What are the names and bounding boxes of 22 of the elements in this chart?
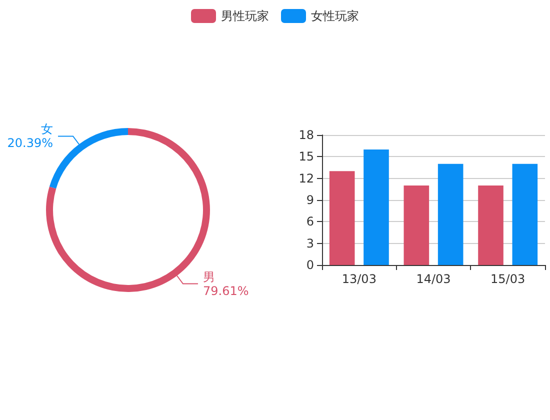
- data-label: 79.61%: [202, 284, 249, 298]
- legend-label: 男性玩家: [221, 9, 269, 23]
- y-tick-label: 12: [298, 171, 314, 186]
- bar: [364, 149, 389, 265]
- bar: [478, 186, 504, 265]
- y-tick-label: 3: [306, 236, 314, 250]
- y-tick-label: 18: [298, 128, 314, 142]
- x-tick-label: 13/03: [342, 272, 376, 286]
- y-tick-label: 6: [306, 214, 314, 229]
- y-tick-label: 9: [306, 193, 314, 207]
- x-tick-label: 15/03: [490, 272, 526, 286]
- y-tick-label: 0: [306, 258, 314, 272]
- bar: [512, 164, 538, 265]
- bar: [329, 171, 355, 265]
- bar: [438, 164, 464, 265]
- x-tick-label: 14/03: [416, 272, 451, 286]
- y-tick-label: 15: [298, 150, 314, 164]
- slice-label: 男: [202, 270, 215, 284]
- slice-label: 女: [41, 122, 54, 136]
- data-label: 20.39%: [7, 136, 54, 150]
- legend-label: 女性玩家: [311, 9, 359, 23]
- bar: [404, 186, 430, 265]
